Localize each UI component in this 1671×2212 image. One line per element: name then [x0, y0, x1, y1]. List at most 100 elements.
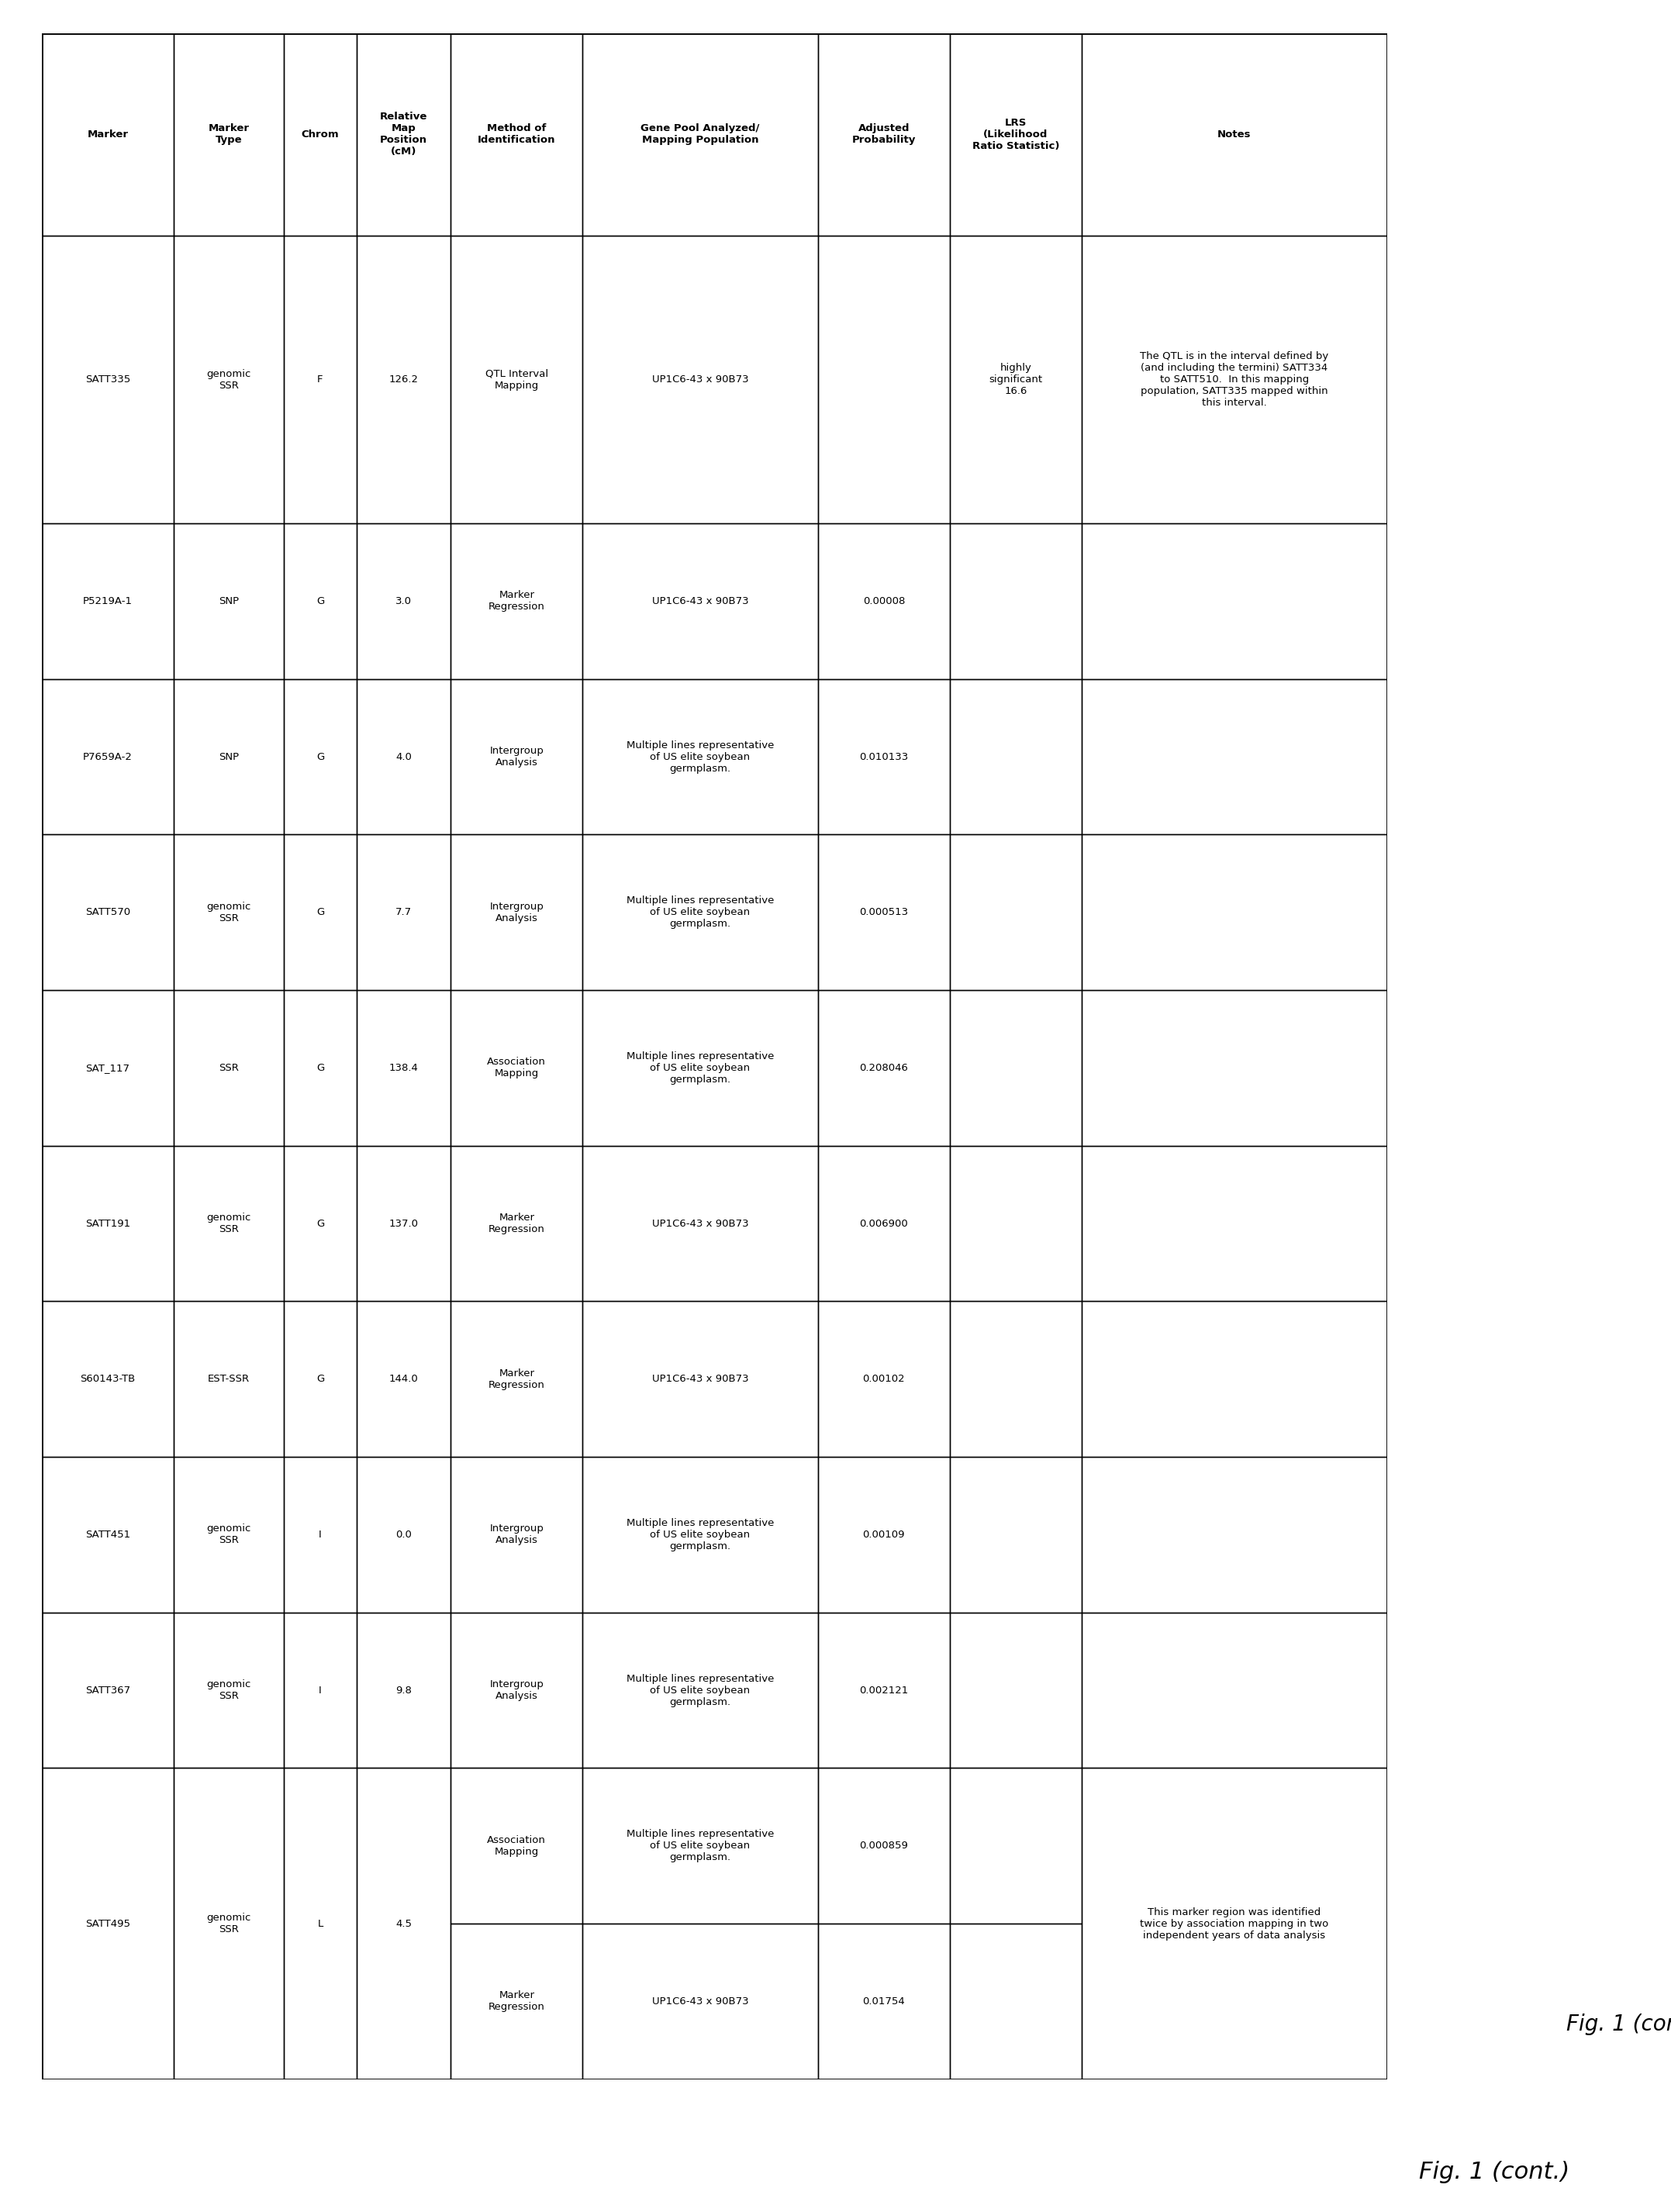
- Text: Intergroup
Analysis: Intergroup Analysis: [490, 1524, 543, 1546]
- Text: P7659A-2: P7659A-2: [84, 752, 132, 761]
- Bar: [42, 834, 174, 991]
- Bar: [949, 679, 1081, 834]
- Text: Intergroup
Analysis: Intergroup Analysis: [490, 1679, 543, 1701]
- Bar: [174, 1146, 284, 1301]
- Text: 9.8: 9.8: [396, 1686, 411, 1694]
- Bar: [356, 679, 451, 834]
- Bar: [174, 1767, 284, 2079]
- Text: genomic
SSR: genomic SSR: [207, 1679, 251, 1701]
- Bar: [356, 1767, 451, 2079]
- Text: G: G: [316, 752, 324, 761]
- Text: 4.0: 4.0: [396, 752, 411, 761]
- Text: Intergroup
Analysis: Intergroup Analysis: [490, 745, 543, 768]
- Text: G: G: [316, 597, 324, 606]
- Text: Multiple lines representative
of US elite soybean
germplasm.: Multiple lines representative of US elit…: [627, 741, 774, 774]
- Bar: [356, 1301, 451, 1458]
- Bar: [284, 1613, 356, 1767]
- Bar: [583, 33, 817, 237]
- Bar: [949, 1613, 1081, 1767]
- Bar: [174, 33, 284, 237]
- Text: genomic
SSR: genomic SSR: [207, 1524, 251, 1546]
- Text: 0.006900: 0.006900: [859, 1219, 907, 1228]
- Text: 0.01754: 0.01754: [862, 1997, 906, 2006]
- Bar: [356, 524, 451, 679]
- Bar: [451, 1301, 583, 1458]
- Bar: [817, 834, 949, 991]
- Text: G: G: [316, 907, 324, 918]
- Text: G: G: [316, 1064, 324, 1073]
- Bar: [174, 1458, 284, 1613]
- Bar: [451, 679, 583, 834]
- Text: 0.00109: 0.00109: [862, 1531, 906, 1540]
- Text: Intergroup
Analysis: Intergroup Analysis: [490, 902, 543, 922]
- Text: 126.2: 126.2: [389, 374, 418, 385]
- Bar: [583, 1767, 817, 1924]
- Bar: [949, 33, 1081, 237]
- Text: 0.00102: 0.00102: [862, 1374, 906, 1385]
- Bar: [451, 1458, 583, 1613]
- Bar: [42, 237, 174, 524]
- Text: genomic
SSR: genomic SSR: [207, 1913, 251, 1936]
- Bar: [356, 1613, 451, 1767]
- Bar: [174, 991, 284, 1146]
- Text: SNP: SNP: [219, 597, 239, 606]
- Bar: [817, 991, 949, 1146]
- Bar: [1081, 33, 1387, 237]
- Bar: [949, 1924, 1081, 2079]
- Text: Multiple lines representative
of US elite soybean
germplasm.: Multiple lines representative of US elit…: [627, 1517, 774, 1551]
- Bar: [174, 1613, 284, 1767]
- Bar: [451, 1613, 583, 1767]
- Bar: [1081, 679, 1387, 834]
- Bar: [42, 1767, 174, 2079]
- Bar: [451, 991, 583, 1146]
- Text: 137.0: 137.0: [389, 1219, 418, 1228]
- Text: 138.4: 138.4: [389, 1064, 418, 1073]
- Text: Multiple lines representative
of US elite soybean
germplasm.: Multiple lines representative of US elit…: [627, 1829, 774, 1863]
- Bar: [284, 237, 356, 524]
- Bar: [583, 679, 817, 834]
- Text: Method of
Identification: Method of Identification: [478, 124, 555, 146]
- Text: Multiple lines representative
of US elite soybean
germplasm.: Multiple lines representative of US elit…: [627, 896, 774, 929]
- Text: genomic
SSR: genomic SSR: [207, 1212, 251, 1234]
- Text: Marker
Regression: Marker Regression: [488, 1369, 545, 1389]
- Bar: [583, 1924, 817, 2079]
- Text: 7.7: 7.7: [396, 907, 411, 918]
- Text: 0.00008: 0.00008: [862, 597, 906, 606]
- Text: UP1C6-43 x 90B73: UP1C6-43 x 90B73: [652, 597, 749, 606]
- Text: Marker
Regression: Marker Regression: [488, 1212, 545, 1234]
- Bar: [284, 991, 356, 1146]
- Text: Marker
Regression: Marker Regression: [488, 591, 545, 613]
- Text: QTL Interval
Mapping: QTL Interval Mapping: [485, 369, 548, 389]
- Text: SATT335: SATT335: [85, 374, 130, 385]
- Text: UP1C6-43 x 90B73: UP1C6-43 x 90B73: [652, 374, 749, 385]
- Bar: [1081, 1613, 1387, 1767]
- Bar: [817, 1146, 949, 1301]
- Text: LRS
(Likelihood
Ratio Statistic): LRS (Likelihood Ratio Statistic): [973, 117, 1059, 150]
- Bar: [284, 679, 356, 834]
- Bar: [451, 1924, 583, 2079]
- Bar: [949, 1301, 1081, 1458]
- Bar: [451, 1146, 583, 1301]
- Text: G: G: [316, 1219, 324, 1228]
- Text: Marker
Regression: Marker Regression: [488, 1991, 545, 2013]
- Bar: [42, 33, 174, 237]
- Bar: [817, 1301, 949, 1458]
- Bar: [1081, 1767, 1387, 2079]
- Bar: [817, 1767, 949, 1924]
- Bar: [174, 679, 284, 834]
- Text: SATT191: SATT191: [85, 1219, 130, 1228]
- Bar: [174, 524, 284, 679]
- Bar: [817, 1613, 949, 1767]
- Bar: [284, 1301, 356, 1458]
- Text: 4.5: 4.5: [396, 1918, 411, 1929]
- Text: Marker: Marker: [87, 128, 129, 139]
- Bar: [949, 834, 1081, 991]
- Bar: [817, 524, 949, 679]
- Bar: [42, 1301, 174, 1458]
- Bar: [42, 1146, 174, 1301]
- Bar: [583, 524, 817, 679]
- Bar: [949, 1146, 1081, 1301]
- Bar: [949, 991, 1081, 1146]
- Bar: [949, 1767, 1081, 1924]
- Bar: [583, 1301, 817, 1458]
